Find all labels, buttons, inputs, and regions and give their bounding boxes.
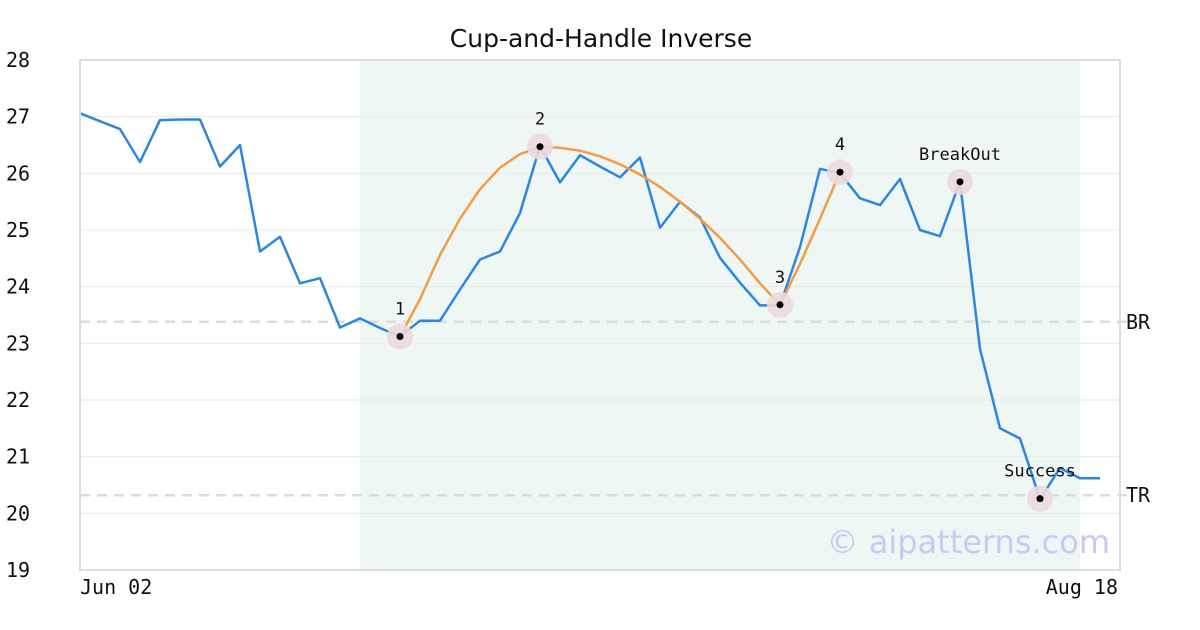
- y-tick-label: 26: [6, 161, 30, 185]
- marker-dot-1: [396, 333, 404, 341]
- point-label-1: 1: [395, 300, 405, 320]
- marker-dot-3: [776, 301, 784, 309]
- y-tick-label: 27: [6, 105, 30, 129]
- y-tick-label: 20: [6, 501, 30, 525]
- y-tick-label: 19: [6, 558, 30, 582]
- y-tick-label: 22: [6, 388, 30, 412]
- level-label-br: BR: [1126, 310, 1151, 334]
- y-tick-label: 23: [6, 331, 30, 355]
- point-label-success: Success: [1004, 462, 1076, 482]
- x-tick-start: Jun 02: [80, 575, 152, 599]
- plot-frame: [79, 59, 1121, 571]
- price-line: [79, 112, 1100, 501]
- marker-dot-success: [1036, 495, 1044, 503]
- y-tick-label: 24: [6, 275, 30, 299]
- y-tick-label: 25: [6, 218, 30, 242]
- point-label-2: 2: [535, 110, 545, 130]
- point-label-3: 3: [775, 268, 785, 288]
- marker-dot-4: [836, 168, 844, 176]
- pattern-zone: [360, 60, 1080, 570]
- x-tick-end: Aug 18: [1046, 575, 1118, 599]
- point-label-4: 4: [835, 135, 845, 155]
- y-tick-label: 21: [6, 445, 30, 469]
- cup-fit-curve: [398, 146, 842, 338]
- marker-dot-breakout: [956, 178, 964, 186]
- marker-dot-2: [536, 143, 544, 151]
- chart-title: Cup-and-Handle Inverse: [450, 24, 752, 53]
- watermark: © aipatterns.com: [827, 523, 1110, 561]
- level-label-tr: TR: [1126, 483, 1151, 507]
- y-tick-label: 28: [6, 48, 30, 72]
- point-label-breakout: BreakOut: [919, 145, 1001, 165]
